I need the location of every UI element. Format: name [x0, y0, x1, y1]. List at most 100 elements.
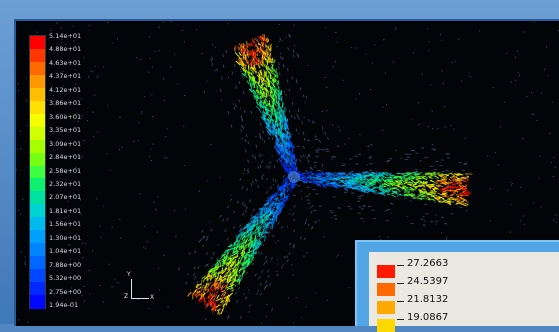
- surrounding-vector: [297, 114, 298, 117]
- legend-label: 1.30e+01: [49, 234, 81, 242]
- background-vector-dot: [276, 271, 277, 272]
- surrounding-vector: [258, 276, 260, 278]
- legend-label: 3.86e+01: [49, 99, 81, 107]
- surrounding-vector: [236, 105, 237, 108]
- velocity-vector: [272, 58, 273, 63]
- velocity-vector: [228, 281, 229, 284]
- background-vector-dot: [242, 138, 243, 139]
- surrounding-vector: [268, 231, 270, 234]
- background-vector-dot: [97, 75, 98, 76]
- background-vector-dot: [21, 252, 22, 253]
- background-vector-dot: [419, 124, 420, 125]
- background-vector-dot: [248, 290, 249, 291]
- surrounding-vector: [308, 154, 309, 157]
- background-vector-dot: [469, 75, 470, 76]
- surrounding-vector: [256, 145, 257, 148]
- legend-label: 2.84e+01: [49, 153, 81, 161]
- surrounding-vector: [311, 205, 313, 207]
- background-vector-dot: [296, 297, 297, 298]
- velocity-vector: [293, 146, 294, 149]
- surrounding-vector: [258, 166, 259, 169]
- velocity-vector: [248, 53, 249, 58]
- background-vector-dot: [112, 43, 113, 44]
- velocity-vector: [263, 43, 264, 45]
- velocity-vector: [246, 260, 247, 265]
- inset-tick: [397, 265, 404, 266]
- surrounding-vector: [280, 56, 281, 59]
- legend-label: 2.75e+00: [49, 288, 81, 296]
- background-vector-dot: [217, 245, 218, 246]
- background-vector-dot: [458, 39, 459, 40]
- background-vector-dot: [151, 94, 152, 95]
- background-vector-dot: [455, 61, 456, 62]
- velocity-vector: [268, 58, 269, 62]
- velocity-vector: [239, 280, 240, 284]
- surrounding-vector: [212, 57, 213, 60]
- inset-value-label: 27.2663: [407, 258, 448, 269]
- background-vector-dot: [121, 147, 122, 148]
- background-vector-dot: [454, 129, 455, 130]
- background-vector-dot: [411, 200, 412, 201]
- background-vector-dot: [390, 203, 391, 204]
- background-vector-dot: [395, 29, 396, 30]
- surrounding-vector: [227, 206, 229, 208]
- surrounding-vector: [300, 159, 301, 162]
- surrounding-vector: [178, 268, 180, 271]
- background-vector-dot: [50, 30, 51, 31]
- velocity-vector: [320, 178, 322, 179]
- background-vector-dot: [57, 23, 58, 24]
- surrounding-vector: [241, 69, 242, 72]
- background-vector-dot: [524, 31, 525, 32]
- legend-label: 3.35e+01: [49, 126, 81, 134]
- background-vector-dot: [144, 96, 145, 97]
- surrounding-vector: [260, 154, 261, 157]
- background-vector-dot: [437, 128, 438, 129]
- surrounding-vector: [238, 287, 240, 290]
- surrounding-vector: [246, 272, 248, 275]
- y-axis-label: Y: [127, 271, 131, 278]
- velocity-vector: [201, 280, 202, 283]
- legend-color-band: [30, 75, 45, 89]
- velocity-vector: [239, 258, 241, 259]
- surrounding-vector: [325, 132, 326, 135]
- surrounding-vector: [242, 202, 244, 205]
- background-vector-dot: [386, 104, 387, 105]
- velocity-vector: [238, 266, 240, 268]
- surrounding-vector: [200, 239, 202, 241]
- background-vector-dot: [20, 214, 21, 215]
- background-vector-dot: [533, 114, 534, 115]
- background-vector-dot: [174, 54, 175, 55]
- background-vector-dot: [151, 160, 152, 161]
- color-scale-bar: [29, 35, 46, 309]
- surrounding-vector: [257, 81, 258, 84]
- velocity-vector: [252, 42, 253, 45]
- background-vector-dot: [209, 222, 210, 223]
- background-vector-dot: [291, 265, 292, 266]
- background-vector-dot: [145, 248, 146, 249]
- background-vector-dot: [185, 209, 186, 210]
- surrounding-vector: [265, 256, 267, 258]
- surrounding-vector: [296, 129, 297, 132]
- velocity-vector: [456, 181, 458, 182]
- surrounding-vector: [294, 116, 295, 119]
- velocity-vector: [253, 72, 254, 74]
- background-vector-dot: [171, 21, 172, 22]
- surrounding-vector: [246, 207, 248, 209]
- background-vector-dot: [233, 104, 234, 105]
- background-vector-dot: [433, 166, 434, 167]
- background-vector-dot: [184, 95, 185, 96]
- background-vector-dot: [18, 83, 19, 84]
- background-vector-dot: [293, 274, 294, 275]
- background-vector-dot: [492, 87, 493, 88]
- velocity-vector: [347, 178, 353, 179]
- background-vector-dot: [397, 196, 398, 197]
- surrounding-vector: [207, 236, 209, 239]
- background-vector-dot: [166, 158, 167, 159]
- background-vector-dot: [515, 80, 516, 81]
- background-vector-dot: [156, 210, 157, 211]
- background-vector-dot: [305, 102, 306, 103]
- background-vector-dot: [212, 45, 213, 46]
